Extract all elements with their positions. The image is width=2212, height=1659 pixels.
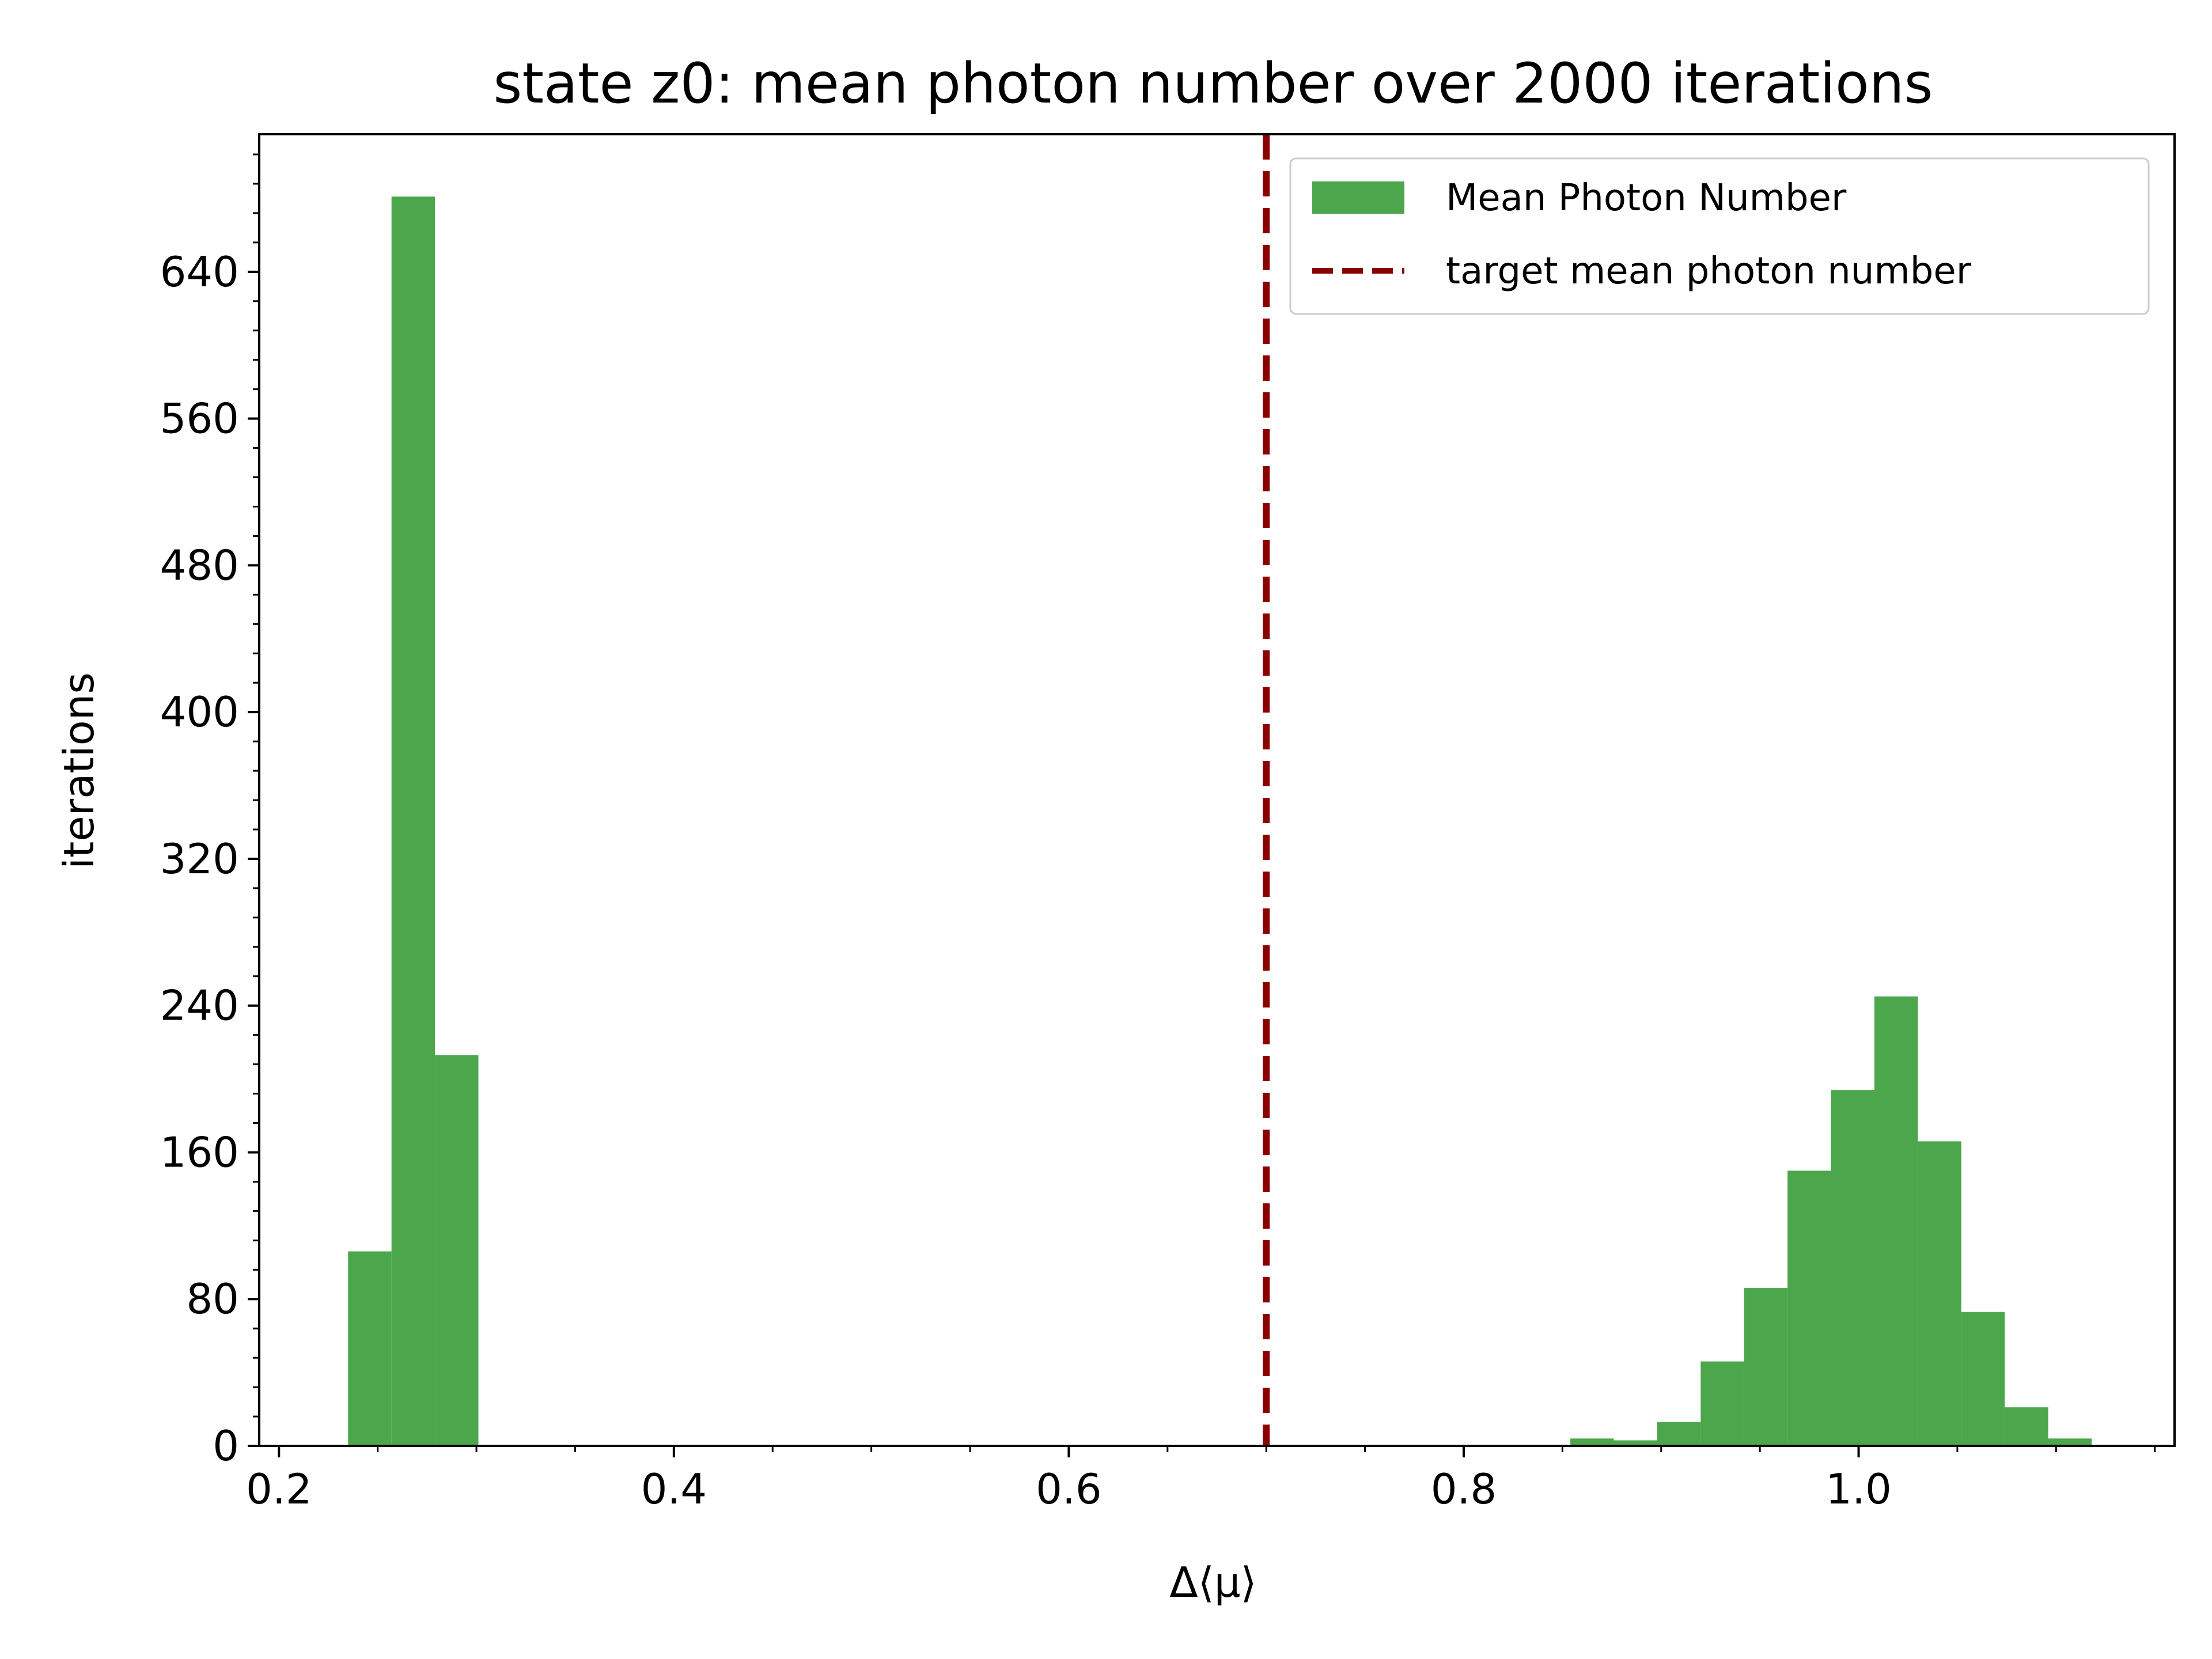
plot-frame — [258, 133, 2176, 1447]
legend-label-histogram: Mean Photon Number — [1446, 177, 1847, 219]
histogram-bar-10 — [1874, 996, 1918, 1446]
x-tick-label-2: 0.6 — [1036, 1465, 1102, 1513]
legend: Mean Photon Number target mean photon nu… — [1289, 157, 2150, 315]
histogram-bar-8 — [1787, 1171, 1831, 1446]
histogram-bar-0 — [348, 1251, 392, 1446]
histogram-bar-7 — [1744, 1288, 1788, 1446]
histogram-bar-2 — [435, 1055, 479, 1446]
y-tick-label-3: 240 — [160, 982, 239, 1030]
legend-swatch-histogram — [1312, 181, 1404, 214]
y-tick-label-0: 0 — [213, 1422, 239, 1470]
x-tick-label-0: 0.2 — [246, 1465, 312, 1513]
x-tick-label-3: 0.8 — [1431, 1465, 1497, 1513]
legend-label-target-line: target mean photon number — [1446, 250, 1972, 293]
histogram-bar-12 — [1961, 1312, 2005, 1446]
histogram-bar-14 — [2048, 1438, 2092, 1446]
bars-layer — [348, 196, 2092, 1446]
histogram-bar-9 — [1831, 1090, 1874, 1446]
histogram-bar-4 — [1613, 1440, 1657, 1446]
legend-box — [1289, 157, 2150, 315]
histogram-bar-11 — [1918, 1141, 1961, 1446]
y-tick-label-7: 560 — [160, 395, 239, 443]
y-tick-label-1: 80 — [186, 1275, 239, 1323]
histogram-bar-5 — [1657, 1422, 1701, 1446]
y-tick-label-5: 400 — [160, 688, 239, 736]
x-tick-label-4: 1.0 — [1825, 1465, 1892, 1513]
histogram-bar-1 — [391, 196, 435, 1446]
y-tick-label-2: 160 — [160, 1128, 239, 1176]
y-tick-label-8: 640 — [160, 248, 239, 296]
y-tick-label-6: 480 — [160, 541, 239, 589]
histogram-bar-3 — [1570, 1438, 1614, 1446]
chart-title: state z0: mean photon number over 2000 i… — [493, 51, 1933, 116]
x-tick-label-1: 0.4 — [641, 1465, 707, 1513]
y-axis-ticks: 0 80 160 240 320 400 480 560 640 — [160, 153, 259, 1470]
x-axis-label: Δ⟨μ⟩ — [1169, 1558, 1256, 1607]
y-tick-label-4: 320 — [160, 835, 239, 883]
x-axis-ticks: 0.2 0.4 0.6 0.8 1.0 — [246, 1446, 2156, 1513]
y-axis-label: iterations — [55, 672, 103, 869]
histogram-bar-13 — [2005, 1407, 2048, 1446]
histogram-bar-6 — [1700, 1361, 1744, 1446]
